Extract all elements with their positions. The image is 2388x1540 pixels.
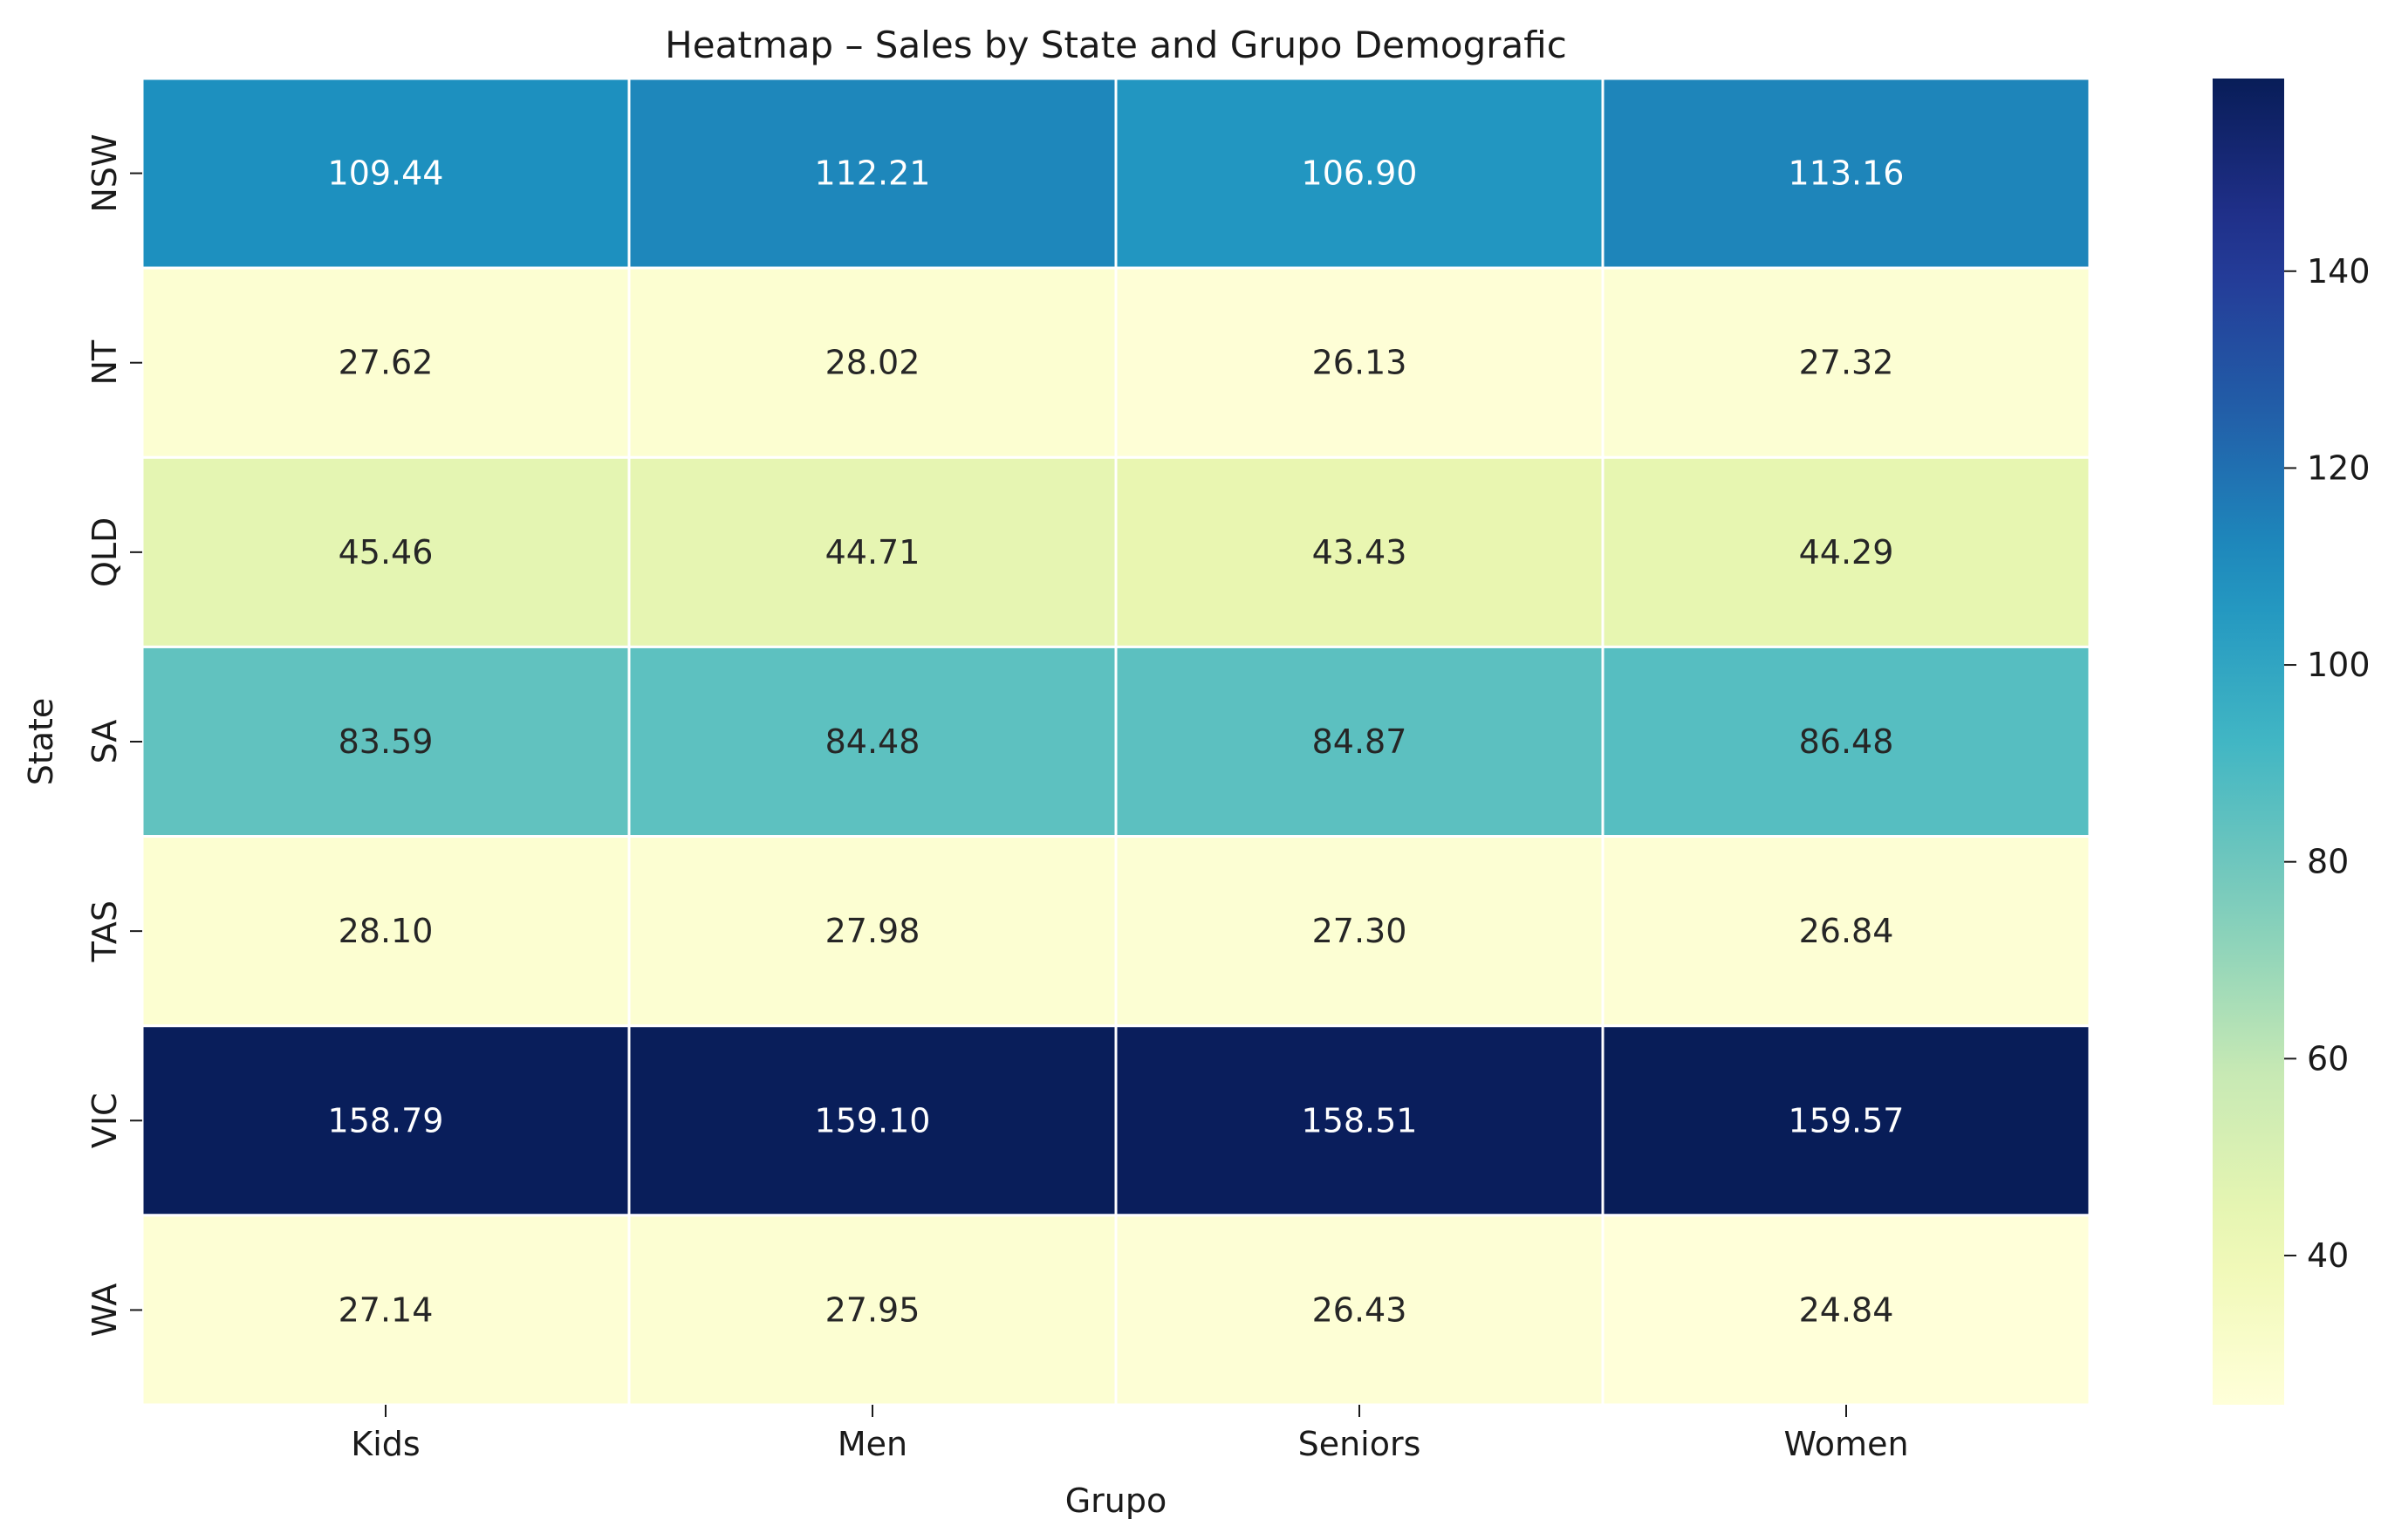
heatmap-cells: 109.44 112.21 106.90 113.16 27.62 28.02 26.13 2… [140, 77, 2091, 1407]
cell-value-label: 112.21 [815, 154, 931, 193]
colorbar-tick-label: 100 [2307, 646, 2371, 684]
y-tick-label: VIC [86, 1092, 124, 1148]
cell-value-label: 106.90 [1302, 154, 1418, 193]
heatmap-cell [140, 835, 631, 1028]
cell-value-label: 24.84 [1799, 1290, 1894, 1329]
x-tick-label: Seniors [1298, 1425, 1421, 1463]
heatmap-cell [1601, 1024, 2091, 1217]
cell-value-label: 27.30 [1312, 912, 1407, 950]
heatmap-cell [1114, 1214, 1605, 1407]
cell-value-label: 26.84 [1799, 912, 1894, 950]
x-tick-label: Kids [351, 1425, 420, 1463]
cell-value-label: 159.10 [815, 1101, 931, 1140]
y-tick-label: QLD [86, 517, 124, 587]
colorbar-gradient [2213, 79, 2284, 1405]
cell-value-label: 27.95 [825, 1290, 920, 1329]
cell-value-label: 44.71 [825, 533, 920, 572]
cell-value-label: 84.87 [1312, 722, 1407, 761]
heatmap-cell [140, 77, 631, 270]
heatmap-cell [627, 455, 1118, 648]
cell-value-label: 113.16 [1789, 154, 1905, 193]
heatmap-cell [627, 266, 1118, 459]
x-tick-label: Men [838, 1425, 907, 1463]
cell-value-label: 84.48 [825, 722, 920, 761]
colorbar: 40 60 80 100 120 140 [2213, 79, 2371, 1405]
heatmap-cell [1601, 266, 2091, 459]
heatmap-cell [627, 1024, 1118, 1217]
chart-title: Heatmap – Sales by State and Grupo Demog… [665, 24, 1567, 66]
heatmap-cell [140, 645, 631, 838]
heatmap-cell [1601, 77, 2091, 270]
heatmap-cell [627, 77, 1118, 270]
cell-value-label: 109.44 [328, 154, 444, 193]
colorbar-tick-label: 80 [2307, 843, 2349, 881]
colorbar-tick-label: 140 [2307, 252, 2371, 291]
colorbar-tick-label: 40 [2307, 1236, 2349, 1275]
heatmap-cell [1114, 645, 1605, 838]
cell-value-label: 158.79 [328, 1101, 444, 1140]
y-tick-label: NSW [86, 134, 124, 213]
y-axis-label: State [22, 698, 60, 786]
cell-value-label: 26.13 [1312, 344, 1407, 382]
heatmap-cell [627, 645, 1118, 838]
heatmap-cell [1601, 835, 2091, 1028]
heatmap-cell [1601, 455, 2091, 648]
heatmap-cell [140, 266, 631, 459]
cell-value-label: 83.59 [339, 722, 434, 761]
heatmap-cell [1601, 645, 2091, 838]
cell-value-label: 86.48 [1799, 722, 1894, 761]
x-axis-label: Grupo [1065, 1482, 1167, 1520]
x-tick-label: Women [1783, 1425, 1908, 1463]
cell-value-label: 28.10 [339, 912, 434, 950]
colorbar-tick-label: 60 [2307, 1039, 2349, 1078]
cell-value-label: 27.32 [1799, 344, 1894, 382]
y-tick-label: NT [86, 339, 124, 385]
cell-value-label: 158.51 [1302, 1101, 1418, 1140]
heatmap-cell [140, 1024, 631, 1217]
y-tick-label: WA [86, 1283, 124, 1338]
cell-value-label: 26.43 [1312, 1290, 1407, 1329]
heatmap-cell [627, 835, 1118, 1028]
cell-value-label: 45.46 [339, 533, 434, 572]
cell-value-label: 28.02 [825, 344, 920, 382]
cell-value-label: 44.29 [1799, 533, 1894, 572]
heatmap-cell [1114, 835, 1605, 1028]
cell-value-label: 27.14 [339, 1290, 434, 1329]
colorbar-tick-label: 120 [2307, 448, 2371, 487]
x-axis-ticks: Kids Men Seniors Women [351, 1405, 1909, 1463]
heatmap-cell [1114, 77, 1605, 270]
cell-value-label: 27.62 [339, 344, 434, 382]
y-axis-ticks: NSW NT QLD SA TAS VIC WA [86, 134, 142, 1338]
heatmap-cell [1114, 1024, 1605, 1217]
cell-value-label: 27.98 [825, 912, 920, 950]
cell-value-label: 43.43 [1312, 533, 1407, 572]
heatmap-cell [140, 1214, 631, 1407]
y-tick-label: TAS [86, 900, 124, 962]
heatmap-cell [1601, 1214, 2091, 1407]
cell-value-label: 159.57 [1789, 1101, 1905, 1140]
y-tick-label: SA [86, 720, 124, 764]
